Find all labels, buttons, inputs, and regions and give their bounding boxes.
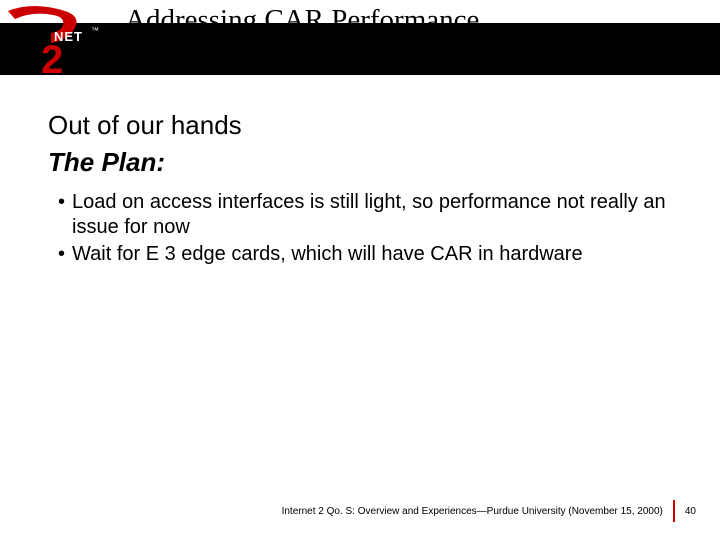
bullet-list: Load on access interfaces is still light… [48, 190, 680, 267]
subheading-context: Out of our hands [48, 110, 680, 141]
footer-text: Internet 2 Qo. S: Overview and Experienc… [282, 506, 663, 517]
bullet-item: Load on access interfaces is still light… [72, 190, 680, 240]
subheading-plan: The Plan: [48, 147, 680, 178]
footer-divider [673, 500, 675, 522]
internet2-logo: INTER NET 2 ™ [3, 3, 103, 75]
page-number: 40 [685, 506, 696, 517]
slide-content: Out of our hands The Plan: Load on acces… [48, 110, 680, 269]
svg-text:2: 2 [41, 38, 63, 75]
slide-title: Addressing CAR Performance [125, 4, 479, 37]
svg-text:™: ™ [91, 26, 99, 35]
bullet-item: Wait for E 3 edge cards, which will have… [72, 242, 680, 267]
slide-footer: Internet 2 Qo. S: Overview and Experienc… [282, 500, 696, 522]
